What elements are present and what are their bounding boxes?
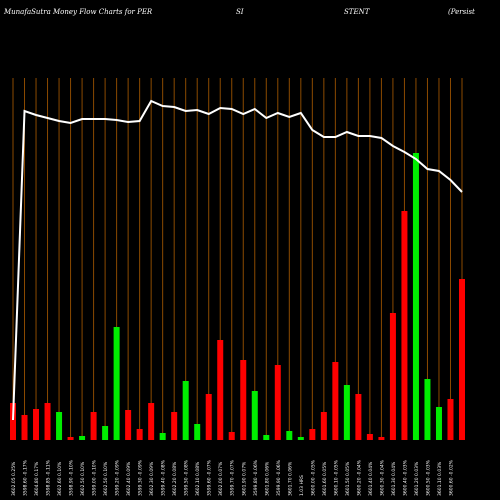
bar xyxy=(343,385,350,440)
x-tick-label: 3601.30 0.04% xyxy=(391,461,397,496)
x-tick-label: 3599.80 -0.06% xyxy=(253,459,259,496)
x-tick-label: 3598.85 -0.11% xyxy=(46,459,52,496)
x-tick-label: 3602.50 0.10% xyxy=(103,461,109,496)
x-tick-label: 3600.20 -0.04% xyxy=(356,459,362,496)
bar xyxy=(366,434,373,440)
x-tick-label: 3600.50 -0.03% xyxy=(425,459,431,496)
bar xyxy=(171,412,178,440)
bar xyxy=(286,431,293,440)
chart-title-part-1: MunafaSutra Money Flow Charts for PER xyxy=(4,8,153,16)
bar xyxy=(297,437,304,440)
x-tick-label: 3600.40 -0.03% xyxy=(402,459,408,496)
bar xyxy=(217,340,224,440)
x-tick-label: 3599.90 -0.06% xyxy=(276,459,282,496)
x-tick-label: 3602.05 0.25% xyxy=(11,461,17,496)
bar xyxy=(412,153,419,440)
chart-title-part-4: (Persist xyxy=(448,8,475,16)
bar xyxy=(21,415,28,440)
bar xyxy=(159,433,166,440)
x-tick-label: 3599.40 -0.08% xyxy=(161,459,167,496)
bar xyxy=(274,365,281,440)
bar xyxy=(263,435,270,440)
x-tick-labels: 3602.05 0.25% 3598.60 -0.17% 3604.80 0.17%… xyxy=(11,459,454,496)
x-tick-label: 3600.60 -0.02% xyxy=(448,459,454,496)
x-tick-label: 1.03 HRS xyxy=(299,475,305,496)
x-tick-label: 3600.10 -0.05% xyxy=(333,459,339,496)
bar xyxy=(90,412,97,440)
x-tick-label: 3599.30 -0.09% xyxy=(138,459,144,496)
x-tick-label: 3601.20 0.03% xyxy=(414,461,420,496)
x-tick-label: 3602.30 0.09% xyxy=(149,461,155,496)
bar xyxy=(182,381,189,440)
bar xyxy=(332,362,339,440)
bar xyxy=(389,313,396,440)
bar xyxy=(148,403,155,440)
bar xyxy=(320,412,327,440)
bar xyxy=(125,410,132,440)
x-tick-label: 3599.50 -0.08% xyxy=(184,459,190,496)
x-tick-label: 3602.20 0.08% xyxy=(172,461,178,496)
bar xyxy=(355,394,362,440)
x-tick-label: 3604.80 0.17% xyxy=(34,461,40,496)
x-tick-label: 3598.90 -0.10% xyxy=(69,459,75,496)
bar xyxy=(67,437,74,440)
x-tick-label: 3601.70 0.06% xyxy=(287,461,293,496)
x-tick-label: 3602.10 0.08% xyxy=(195,461,201,496)
bar xyxy=(424,379,431,440)
bar xyxy=(194,424,201,440)
x-tick-label: 3602.60 0.10% xyxy=(57,461,63,496)
bar xyxy=(240,360,247,440)
bar xyxy=(136,429,143,440)
bar xyxy=(44,403,51,440)
x-tick-label: 3599.20 -0.09% xyxy=(115,459,121,496)
x-tick-label: 3601.50 0.05% xyxy=(345,461,351,496)
x-tick-label: 3601.10 0.03% xyxy=(437,461,443,496)
bar xyxy=(10,403,16,440)
x-tick-label: 3599.70 -0.07% xyxy=(230,459,236,496)
volume-bars xyxy=(10,153,465,440)
bar xyxy=(56,412,63,440)
x-tick-label: 3602.00 0.07% xyxy=(218,461,224,496)
chart-title-part-2: SI xyxy=(236,8,244,16)
x-tick-label: 3600.00 -0.05% xyxy=(310,459,316,496)
x-tick-label: 3598.60 -0.17% xyxy=(23,459,29,496)
bar xyxy=(447,399,454,440)
bar xyxy=(401,211,408,440)
bar xyxy=(228,432,235,440)
bar xyxy=(251,391,258,440)
bar xyxy=(459,279,465,440)
bar xyxy=(309,429,316,440)
x-tick-label: 3601.80 0.06% xyxy=(264,461,270,496)
bar xyxy=(205,394,212,440)
price-line xyxy=(12,99,463,421)
bar xyxy=(435,407,442,440)
chart-title-part-3: STENT xyxy=(344,8,370,16)
x-tick-label: 3601.90 0.07% xyxy=(241,461,247,496)
x-tick-label: 3602.40 0.09% xyxy=(126,461,132,496)
bar xyxy=(79,436,86,440)
x-tick-label: 3602.50 0.10% xyxy=(80,461,86,496)
x-tick-label: 3599.60 -0.07% xyxy=(207,459,213,496)
bar xyxy=(102,426,109,440)
x-tick-label: 3600.30 -0.04% xyxy=(379,459,385,496)
bar xyxy=(378,437,385,440)
x-tick-label: 3601.60 0.05% xyxy=(322,461,328,496)
bar xyxy=(113,327,120,440)
x-tick-label: 3601.40 0.04% xyxy=(368,461,374,496)
bar xyxy=(33,409,40,440)
x-tick-label: 3599.00 -0.10% xyxy=(92,459,98,496)
